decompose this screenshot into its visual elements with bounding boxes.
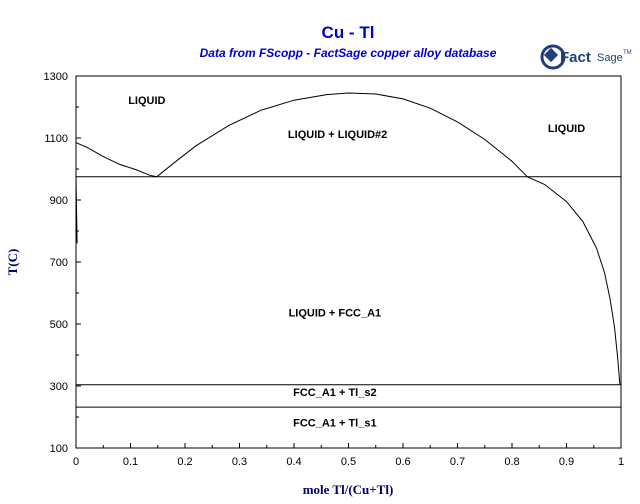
y-tick-label: 500 <box>50 319 68 331</box>
phase-boundary-line-7 <box>75 142 78 244</box>
phase-boundary-line-3 <box>527 176 621 385</box>
y-tick-label: 1100 <box>44 133 68 145</box>
y-tick-label: 700 <box>50 257 68 269</box>
y-tick-label: 900 <box>50 195 68 207</box>
x-tick-label: 0.3 <box>232 456 247 468</box>
x-axis-label: mole Tl/(Cu+Tl) <box>303 482 394 497</box>
y-axis-ticks: 100 300 500 700 900 1100 1300 <box>44 71 81 455</box>
x-tick-label: 0.1 <box>123 456 138 468</box>
y-tick-label: 100 <box>50 443 68 455</box>
x-tick-label: 0.8 <box>504 456 519 468</box>
phase-region-label: LIQUID <box>128 95 165 107</box>
y-tick-label: 1300 <box>44 71 68 83</box>
x-tick-label: 1 <box>618 456 624 468</box>
phase-region-label: LIQUID <box>548 123 585 135</box>
x-tick-label: 0.9 <box>559 456 574 468</box>
phase-region-label: LIQUID + LIQUID#2 <box>288 129 387 141</box>
logo-brand-bold: Fact <box>560 49 591 66</box>
x-tick-label: 0.4 <box>286 456 301 468</box>
phase-region-label: FCC_A1 + Tl_s1 <box>293 417 376 429</box>
phase-region-labels: LIQUID LIQUID + LIQUID#2 LIQUID LIQUID + FC… <box>128 95 585 429</box>
chart-subtitle: Data from FScopp - FactSage copper alloy… <box>200 46 497 60</box>
x-tick-label: 0.6 <box>395 456 410 468</box>
phase-boundary-line-2 <box>156 92 528 178</box>
phase-boundaries <box>75 92 621 408</box>
logo-trademark: TM <box>623 50 632 56</box>
x-tick-label: 0.7 <box>450 456 465 468</box>
phase-region-label: FCC_A1 + Tl_s2 <box>293 387 376 399</box>
x-axis-ticks: 0 0.1 0.2 0.3 0.4 0.5 0.6 0.7 0.8 0.9 1 <box>73 443 624 468</box>
logo-brand-light: Sage <box>597 52 623 64</box>
chart-title: Cu - Tl <box>322 23 375 42</box>
x-tick-label: 0 <box>73 456 79 468</box>
factsage-logo-icon: Fact Sage TM <box>540 44 632 70</box>
phase-boundary-line-1 <box>75 142 157 178</box>
x-tick-label: 0.5 <box>341 456 356 468</box>
logo-mark <box>543 47 559 63</box>
y-axis-label: T(C) <box>5 249 20 276</box>
x-tick-label: 0.2 <box>177 456 192 468</box>
logo-ring <box>540 44 566 70</box>
phase-region-label: LIQUID + FCC_A1 <box>289 307 382 319</box>
y-tick-label: 300 <box>50 381 68 393</box>
